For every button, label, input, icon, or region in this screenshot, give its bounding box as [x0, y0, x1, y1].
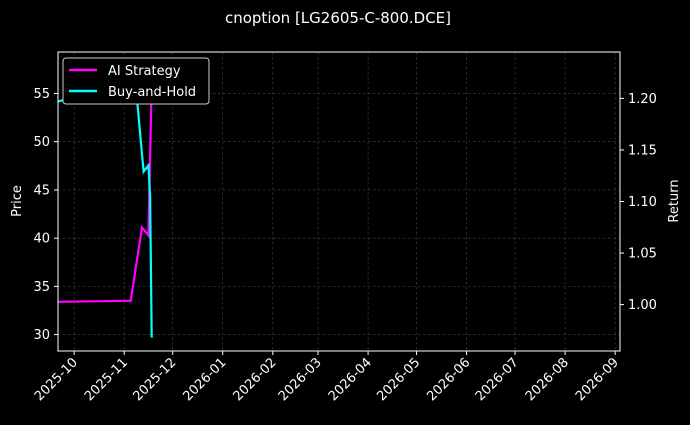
- left-y-tick-label: 55: [33, 87, 50, 102]
- left-y-tick-label: 50: [33, 135, 50, 150]
- left-axis-label: Price: [10, 185, 25, 217]
- right-y-tick-label: 1.05: [628, 247, 657, 262]
- left-y-tick-label: 30: [33, 328, 50, 343]
- right-y-tick-label: 1.20: [628, 92, 657, 107]
- left-y-tick-label: 35: [33, 280, 50, 295]
- legend-label-ai-strategy: AI Strategy: [108, 64, 181, 79]
- legend-label-buy-and-hold: Buy-and-Hold: [108, 85, 196, 100]
- legend-box: [62, 57, 210, 105]
- right-y-tick-label: 1.15: [628, 143, 657, 158]
- chart-title: cnoption [LG2605-C-800.DCE]: [225, 9, 451, 27]
- left-y-tick-label: 40: [33, 232, 50, 247]
- right-y-tick-label: 1.00: [628, 298, 657, 313]
- right-axis-label: Return: [667, 179, 682, 222]
- legend: AI Strategy Buy-and-Hold: [62, 57, 210, 105]
- left-y-tick-label: 45: [33, 183, 50, 198]
- grid-layer: [58, 52, 620, 351]
- right-y-tick-label: 1.10: [628, 195, 657, 210]
